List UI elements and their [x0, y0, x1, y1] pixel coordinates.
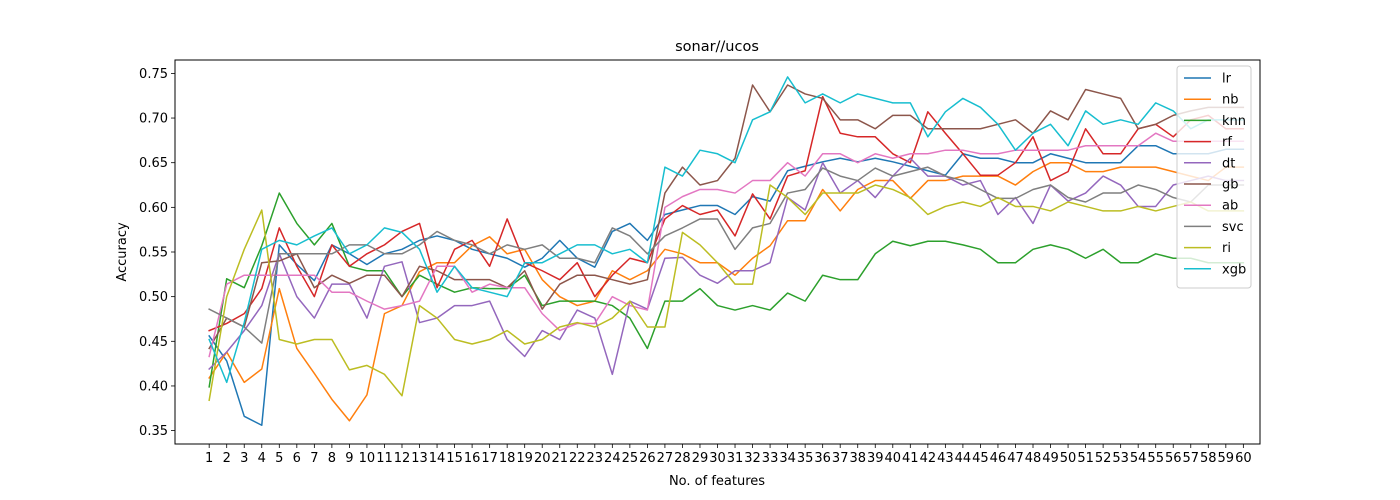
x-tick-label: 8: [328, 451, 336, 466]
x-tick-label: 43: [937, 451, 954, 466]
series-line-svc: [208, 166, 1245, 344]
x-tick-label: 56: [1165, 451, 1182, 466]
legend-label-nb: nb: [1222, 93, 1239, 108]
y-tick-label: 0.40: [139, 379, 168, 394]
x-tick-label: 37: [832, 451, 849, 466]
x-tick-label: 18: [499, 451, 516, 466]
legend-label-xgb: xgb: [1222, 262, 1246, 277]
legend-label-ab: ab: [1222, 199, 1238, 214]
x-tick-label: 24: [604, 451, 621, 466]
x-tick-label: 34: [779, 451, 796, 466]
legend-box: [1176, 65, 1252, 289]
x-tick-label: 23: [587, 451, 604, 466]
x-tick-label: 57: [1182, 451, 1199, 466]
x-tick-label: 6: [293, 451, 301, 466]
x-tick-label: 44: [955, 451, 972, 466]
x-tick-label: 48: [1025, 451, 1042, 466]
x-tick-label: 45: [972, 451, 989, 466]
x-tick-label: 5: [275, 451, 283, 466]
x-tick-label: 39: [867, 451, 884, 466]
x-tick-label: 3: [240, 451, 248, 466]
y-tick-label: 0.60: [139, 201, 168, 216]
legend-label-rf: rf: [1222, 135, 1232, 150]
x-tick-label: 13: [411, 451, 428, 466]
x-tick-label: 29: [692, 451, 709, 466]
y-tick-label: 0.35: [139, 424, 168, 439]
x-tick-label: 27: [657, 451, 674, 466]
series-layer: [208, 76, 1245, 426]
x-tick-label: 54: [1130, 451, 1147, 466]
y-axis: 0.35 0.40 0.45 0.50 0.55 0.60 0.65 0.70 0.75: [139, 67, 175, 439]
x-axis-label: No. of features: [669, 474, 765, 489]
x-tick-label: 9: [345, 451, 353, 466]
x-tick-label: 51: [1077, 451, 1094, 466]
y-tick-label: 0.50: [139, 290, 168, 305]
x-tick-label: 11: [376, 451, 393, 466]
y-tick-label: 0.55: [139, 246, 168, 261]
x-tick-label: 19: [516, 451, 533, 466]
x-tick-label: 47: [1007, 451, 1024, 466]
x-tick-label: 26: [639, 451, 656, 466]
y-tick-label: 0.65: [139, 156, 168, 171]
x-tick-label: 38: [849, 451, 866, 466]
x-tick-label: 22: [569, 451, 586, 466]
series-line-gb: [208, 84, 1245, 350]
chart-title: sonar//ucos: [675, 39, 759, 55]
x-axis: 1 2 3 4 5 6 7 8 9 10 11 12 13 14 15 16 17 18 19 20 21 22 23 24 2…: [205, 444, 1252, 466]
legend-label-svc: svc: [1222, 220, 1244, 235]
legend-label-dt: dt: [1222, 156, 1235, 171]
x-tick-label: 60: [1235, 451, 1252, 466]
x-tick-label: 2: [223, 451, 231, 466]
x-tick-label: 58: [1200, 451, 1217, 466]
x-tick-label: 4: [258, 451, 266, 466]
y-tick-label: 0.70: [139, 112, 168, 127]
x-tick-label: 12: [394, 451, 411, 466]
plot-area: 1 2 3 4 5 6 7 8 9 10 11 12 13 14 15 16 17 18 19 20 21 22 23 24 2…: [139, 59, 1261, 466]
x-tick-label: 20: [534, 451, 551, 466]
series-line-rf: [208, 95, 1245, 332]
x-tick-label: 21: [551, 451, 568, 466]
x-tick-label: 25: [622, 451, 639, 466]
x-tick-label: 1: [205, 451, 213, 466]
x-tick-label: 42: [920, 451, 937, 466]
legend-label-gb: gb: [1222, 178, 1239, 193]
x-tick-label: 46: [990, 451, 1007, 466]
legend-label-knn: knn: [1222, 114, 1246, 129]
x-tick-label: 52: [1095, 451, 1112, 466]
x-tick-label: 31: [727, 451, 744, 466]
x-tick-label: 28: [674, 451, 691, 466]
x-tick-label: 16: [464, 451, 481, 466]
legend-label-ri: ri: [1222, 241, 1231, 256]
y-axis-label: Accuracy: [115, 222, 130, 282]
x-tick-label: 49: [1042, 451, 1059, 466]
x-tick-label: 35: [797, 451, 814, 466]
x-tick-label: 7: [310, 451, 318, 466]
legend-label-lr: lr: [1222, 72, 1232, 87]
x-tick-label: 33: [762, 451, 779, 466]
y-tick-label: 0.75: [139, 67, 168, 82]
x-tick-label: 10: [359, 451, 376, 466]
series-line-ab: [208, 132, 1245, 358]
x-tick-label: 36: [814, 451, 831, 466]
series-line-knn: [208, 192, 1245, 388]
x-tick-label: 50: [1060, 451, 1077, 466]
x-tick-label: 15: [446, 451, 463, 466]
series-line-ri: [208, 184, 1245, 402]
x-tick-label: 14: [429, 451, 446, 466]
x-tick-label: 30: [709, 451, 726, 466]
x-tick-label: 40: [885, 451, 902, 466]
x-tick-label: 17: [481, 451, 498, 466]
x-tick-label: 53: [1112, 451, 1129, 466]
x-tick-label: 59: [1218, 451, 1235, 466]
x-tick-label: 55: [1147, 451, 1164, 466]
legend: lr nb knn rf dt gb ab svc ri xgb: [1176, 65, 1252, 289]
x-tick-label: 32: [744, 451, 761, 466]
series-line-lr: [208, 144, 1245, 426]
x-tick-label: 41: [902, 451, 919, 466]
series-line-xgb: [208, 76, 1245, 384]
y-tick-label: 0.45: [139, 335, 168, 350]
